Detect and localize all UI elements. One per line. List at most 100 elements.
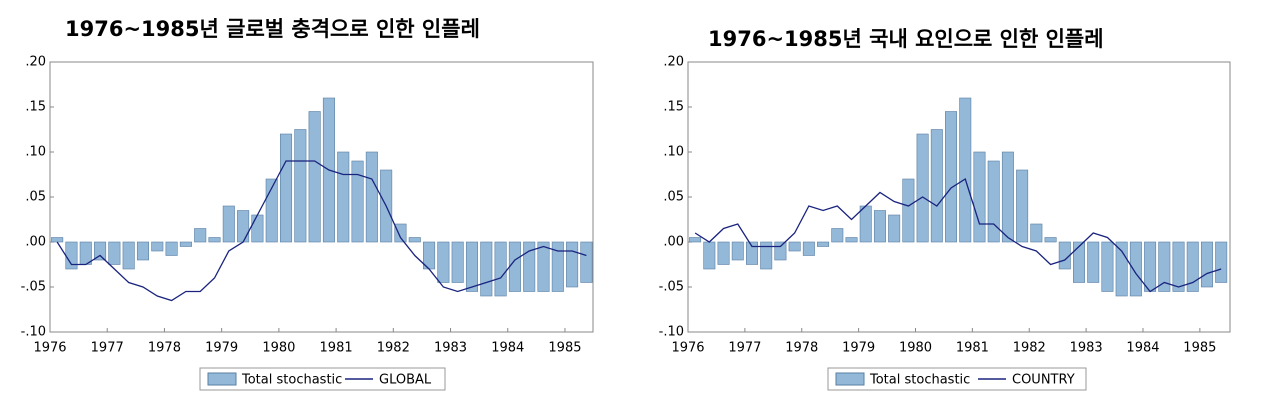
bar (1073, 241, 1085, 283)
bar (1001, 151, 1014, 243)
x-tick-label: 1982 (1013, 341, 1046, 356)
bar (1016, 169, 1029, 243)
x-tick-label: 1978 (785, 341, 818, 356)
bar (351, 160, 364, 243)
y-tick-label: .10 (25, 145, 46, 160)
bar (1101, 241, 1114, 292)
bar (136, 241, 150, 261)
legend-box (199, 367, 446, 391)
bar (280, 133, 293, 243)
line (56, 160, 587, 302)
y-tick-label: .20 (663, 55, 684, 70)
bar (437, 241, 450, 283)
chart-title: 1976~1985년 글로벌 충격으로 인한 인플레 (65, 17, 480, 41)
legend-label: COUNTRY (1012, 373, 1075, 388)
y-tick-label: .10 (663, 145, 684, 160)
bar (194, 228, 207, 243)
bar (1030, 223, 1043, 243)
bar (802, 241, 815, 256)
bar (566, 241, 579, 288)
legend-box (827, 367, 1087, 391)
line (694, 177, 1222, 293)
bar (537, 241, 550, 292)
bar (717, 241, 730, 265)
x-tick-label: 1977 (728, 341, 761, 356)
y-tick-label: -.05 (659, 280, 684, 295)
bar (1115, 241, 1128, 297)
legend-label: Total stochastic (869, 373, 970, 388)
bar (480, 241, 493, 297)
legend-label: Total stochastic (241, 373, 342, 388)
y-tick-label: .05 (25, 190, 46, 205)
bar (689, 237, 702, 243)
bar (703, 241, 716, 270)
x-tick-label: 1983 (1070, 341, 1103, 356)
bar (179, 241, 192, 247)
bar (251, 214, 264, 243)
bar (987, 160, 1000, 243)
x-tick-label: 1978 (148, 341, 181, 356)
x-tick-label: 1979 (205, 341, 238, 356)
bar (451, 241, 464, 283)
bar (930, 129, 943, 243)
bar (831, 228, 844, 243)
bar (760, 241, 773, 270)
legend-swatch (835, 372, 865, 386)
bar (788, 241, 801, 252)
bar (208, 237, 221, 243)
bar (580, 241, 593, 283)
bar (523, 241, 536, 292)
y-tick-label: .00 (25, 235, 46, 250)
bar (165, 241, 178, 256)
x-tick-label: 1976 (671, 341, 704, 356)
y-tick-label: -.10 (21, 325, 46, 340)
bar (365, 151, 378, 243)
x-tick-label: 1976 (33, 341, 66, 356)
x-tick-label: 1983 (434, 341, 467, 356)
y-tick-label: .00 (663, 235, 684, 250)
y-tick-label: -.05 (21, 280, 46, 295)
bar (902, 178, 915, 243)
bar (817, 241, 830, 247)
bar (1172, 241, 1185, 292)
bar (774, 241, 787, 261)
bar (845, 237, 858, 243)
bar (108, 241, 121, 265)
x-tick-label: 1977 (91, 341, 124, 356)
x-tick-label: 1984 (491, 341, 524, 356)
x-tick-label: 1981 (320, 341, 353, 356)
bar (1186, 241, 1199, 292)
bar (1044, 237, 1057, 243)
bar (1200, 241, 1213, 288)
x-tick-label: 1980 (899, 341, 932, 356)
y-tick-label: -.10 (659, 325, 684, 340)
bar (551, 241, 564, 292)
bar (122, 241, 135, 270)
bar (308, 111, 321, 243)
bar (873, 210, 886, 243)
bar (294, 129, 307, 243)
bar (94, 241, 107, 261)
y-tick-label: .05 (663, 190, 684, 205)
bar (859, 205, 872, 243)
x-tick-label: 1985 (1183, 341, 1216, 356)
bar (973, 151, 986, 243)
x-tick-label: 1984 (1126, 341, 1159, 356)
bar (1144, 241, 1157, 292)
chart-title: 1976~1985년 국내 요인으로 인한 인플레 (708, 27, 1104, 51)
x-tick-label: 1979 (842, 341, 875, 356)
bar (959, 97, 972, 243)
bar (945, 111, 958, 243)
bar (222, 205, 235, 243)
x-tick-label: 1985 (548, 341, 581, 356)
bar (265, 178, 278, 243)
bar (394, 223, 407, 243)
bar (51, 237, 64, 243)
bar (494, 241, 507, 297)
bar (1058, 241, 1071, 270)
legend-label: GLOBAL (379, 373, 432, 388)
x-tick-label: 1980 (262, 341, 295, 356)
x-tick-label: 1981 (956, 341, 989, 356)
x-tick-label: 1982 (377, 341, 410, 356)
